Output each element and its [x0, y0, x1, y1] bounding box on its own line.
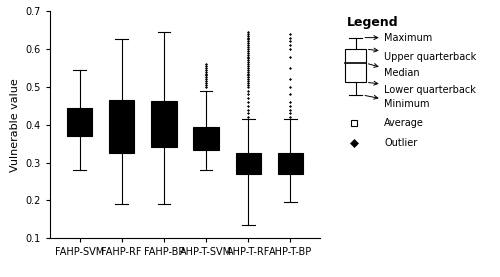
PathPatch shape	[67, 107, 92, 136]
PathPatch shape	[236, 153, 261, 174]
Text: Average: Average	[384, 118, 424, 128]
Text: Median: Median	[368, 64, 420, 78]
Text: Minimum: Minimum	[365, 95, 430, 109]
PathPatch shape	[109, 100, 134, 153]
Text: Upper quarterback: Upper quarterback	[368, 48, 476, 62]
PathPatch shape	[278, 153, 303, 174]
Text: Lower quarterback: Lower quarterback	[368, 81, 476, 95]
Text: Maximum: Maximum	[365, 33, 432, 43]
Text: Legend: Legend	[347, 16, 399, 29]
Y-axis label: Vulnerable value: Vulnerable value	[10, 78, 20, 171]
PathPatch shape	[151, 101, 176, 147]
Bar	[346, 49, 366, 82]
PathPatch shape	[194, 127, 219, 150]
Text: Outlier: Outlier	[384, 138, 418, 148]
